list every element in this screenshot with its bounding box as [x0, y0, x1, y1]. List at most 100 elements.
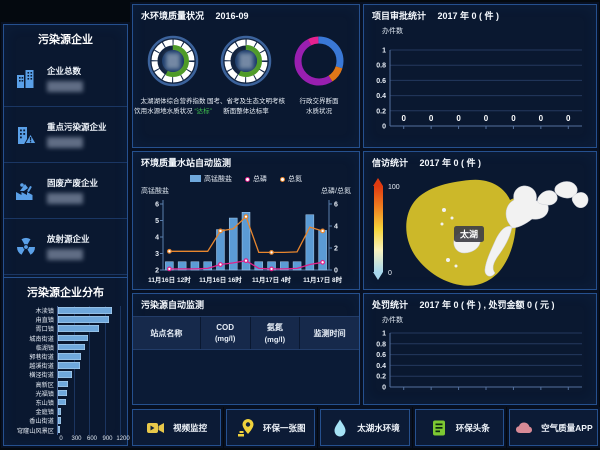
legend-bars: 高锰酸盐 [190, 174, 232, 184]
land-island-1[interactable] [537, 190, 558, 206]
svg-text:11月17日 8时: 11月17日 8时 [303, 275, 343, 284]
svg-text:6: 6 [155, 202, 159, 209]
islet-dot [440, 222, 444, 226]
button-label: 视频监控 [173, 422, 208, 433]
gauge-caption-line1: 太湖湖体综合营养指数 [140, 98, 206, 105]
project-approval-panel: 项目审批统计 2017 年 0 ( 件 ) 办件数 1 0.8 0.6 0.4 0.2 0… [363, 4, 597, 148]
gauge-caption-line1: 国考、省考及生态文明考核 [207, 98, 285, 105]
water-quality-panel: 水环境质量状况 2016-09 太湖湖体综合营养指数 饮用 [132, 4, 360, 148]
distribution-x-axis: 0 300 600 900 1200 [59, 435, 130, 442]
svg-text:0: 0 [484, 114, 489, 123]
distribution-row: 郭巷街道 [9, 351, 122, 362]
gauge-icon [147, 35, 199, 87]
bottom-button-air-quality-app[interactable]: 空气质量APP [508, 409, 599, 446]
radiation-icon [17, 237, 35, 255]
sidebar: 污染源企业 企业总数 重点污染源企 [3, 24, 130, 446]
legend-series-n: 总氮 [280, 174, 302, 184]
distribution-bar-chart: 木渎镇 甪直镇 胥口镇 城南街道 临湖镇 郭巷街道 越溪街道 横泾街道 高新区 光福镇 东山镇 金庭镇… [4, 304, 127, 435]
distribution-row: 香山街道 [9, 416, 122, 426]
land-region-ne[interactable] [505, 185, 549, 229]
chart-legend: 高锰酸盐 总磷 总氮 [133, 171, 359, 184]
boundary-donut: 行政交界断面 水质状况 [283, 30, 355, 117]
sidebar-divider [4, 277, 127, 278]
blurred-value [47, 193, 83, 204]
approval-chart: 1 0.8 0.6 0.4 0.2 0 0 0 0 0 0 0 0 [376, 48, 582, 131]
distribution-row: 穹窿山风景区 [9, 425, 122, 435]
svg-text:0.4: 0.4 [376, 93, 386, 100]
sidebar-item-key-pollution[interactable]: 重点污染源企业 [4, 107, 127, 163]
panel-title: 水环境质量状况 [141, 11, 205, 21]
col-monitor-time: 监测时间 [313, 328, 346, 338]
blurred-value [47, 81, 83, 92]
panel-title: 信访统计 [372, 158, 409, 168]
legend-up-arrow-icon [373, 178, 383, 186]
blurred-value [47, 249, 83, 260]
taihu-map[interactable]: 太湖 [392, 172, 596, 287]
right-axis-label: 总磷/总氮 [321, 188, 351, 195]
bottom-button-taihu-water[interactable]: 太湖水环境 [320, 409, 410, 446]
svg-text:1: 1 [382, 331, 386, 338]
distribution-title: 污染源企业分布 [27, 287, 104, 299]
svg-text:11月16日 16时: 11月16日 16时 [199, 275, 242, 284]
svg-text:0.8: 0.8 [376, 63, 386, 70]
map-tooltip-label: 太湖 [459, 229, 478, 240]
distribution-row: 高新区 [9, 379, 122, 389]
col-cod: COD (mg/l) [201, 317, 251, 349]
gauge-icon [220, 35, 272, 87]
sidebar-item-label: 放射源企业 [47, 234, 90, 244]
panel-title: 环境质量水站自动监测 [141, 158, 232, 168]
sidebar-item-solid-waste[interactable]: 固废产废企业 [4, 163, 127, 219]
video-camera-icon [147, 422, 165, 433]
svg-text:2: 2 [155, 268, 159, 275]
water-drop-icon [334, 419, 346, 436]
bottom-button-headlines[interactable]: 环保头条 [414, 409, 504, 446]
button-label: 环保一张图 [263, 422, 306, 433]
islet-dot [454, 264, 458, 268]
sidebar-item-enterprise-total[interactable]: 企业总数 [4, 51, 127, 107]
svg-text:0: 0 [566, 114, 571, 123]
islet-dot [450, 216, 454, 220]
svg-text:0: 0 [511, 114, 516, 123]
legend-dot-pink [245, 177, 250, 182]
svg-text:0.2: 0.2 [376, 374, 386, 381]
svg-text:4: 4 [155, 235, 159, 242]
panel-title: 处罚统计 [372, 300, 409, 310]
bottom-button-video[interactable]: 视频监控 [132, 409, 222, 446]
sidebar-item-label: 重点污染源企业 [47, 122, 107, 132]
land-island-3[interactable] [571, 192, 589, 209]
building-alert-icon [18, 126, 37, 144]
panel-title: 污染源自动监测 [141, 300, 205, 310]
svg-text:2: 2 [334, 246, 338, 253]
svg-text:0.2: 0.2 [376, 108, 386, 115]
bottom-button-env-map[interactable]: 环保一张图 [226, 409, 316, 446]
left-axis-label: 高锰酸盐 [141, 188, 169, 195]
legend-max: 100 [388, 184, 400, 191]
button-label: 环保头条 [455, 422, 490, 433]
cloud-icon [516, 422, 533, 433]
peninsula-region[interactable] [484, 226, 513, 277]
sidebar-item-radiation[interactable]: 放射源企业 [4, 219, 127, 275]
gauge-lake-nutrition: 太湖湖体综合营养指数 饮用水源地水质状况 “达标” [134, 30, 212, 117]
penalty-chart: 1 0.8 0.6 0.4 0.2 0 [376, 331, 582, 392]
legend-series-p: 总磷 [245, 174, 267, 184]
petition-panel: 信访统计 2017 年 0 ( 件 ) 100 0 太湖 [363, 151, 597, 290]
sidebar-title: 污染源企业 [38, 34, 93, 46]
table-header: 站点名称 COD (mg/l) 氨氮 (mg/l) 监测时间 [133, 316, 359, 350]
status-badge: “达标” [194, 108, 212, 116]
svg-text:0.6: 0.6 [376, 78, 386, 85]
distribution-row: 东山镇 [9, 397, 122, 408]
sidebar-item-label: 企业总数 [47, 66, 82, 76]
distribution-row: 甪直镇 [9, 315, 122, 325]
table-body-empty [133, 350, 359, 404]
islet-dot [442, 208, 446, 212]
islet-dot [446, 258, 450, 262]
gauge-caption-line2: 断面整体达标率 [223, 108, 269, 116]
col-station-name: 站点名称 [133, 317, 201, 349]
svg-text:3: 3 [155, 251, 159, 258]
svg-text:5: 5 [155, 218, 159, 225]
legend-gradient-bar [374, 186, 383, 272]
distribution-row: 胥口镇 [9, 324, 122, 334]
distribution-row: 城南街道 [9, 333, 122, 343]
bottom-bar: 视频监控 环保一张图 太湖水环境 环保头条 [132, 409, 599, 446]
